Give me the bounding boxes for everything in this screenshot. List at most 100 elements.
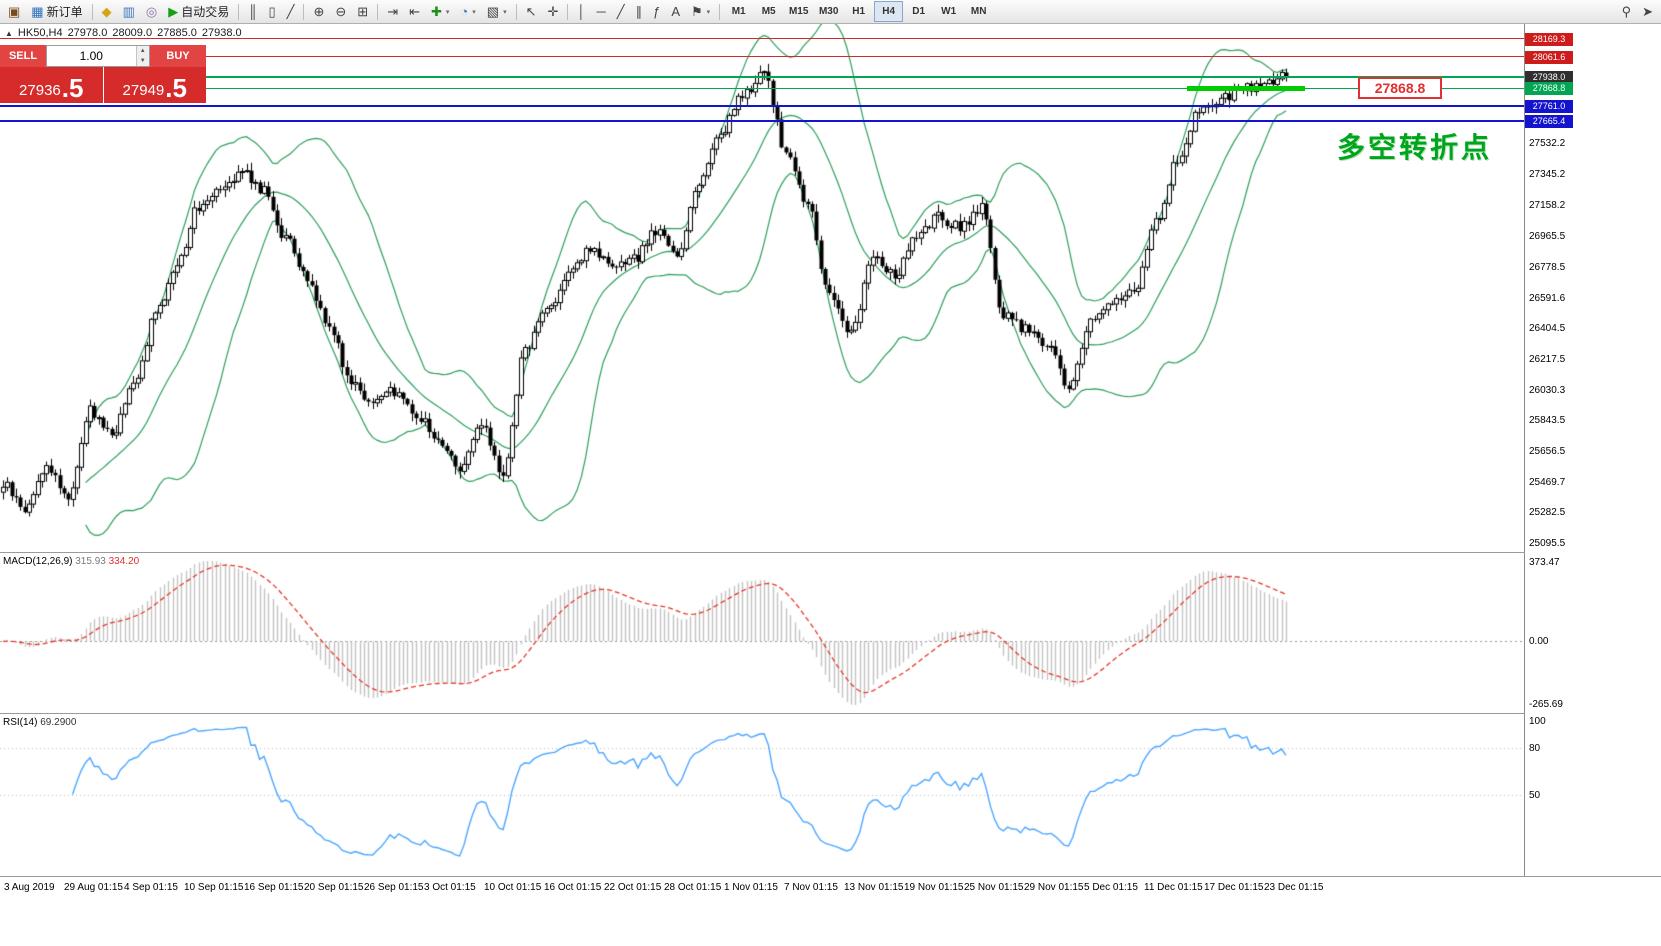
cursor-icon: ↖ [525, 4, 537, 19]
macd-main-value: 315.93 [75, 556, 106, 567]
horizontal-line-icon[interactable]: ─ [592, 1, 611, 23]
auto-scroll-icon[interactable]: ⇥ [382, 1, 403, 23]
chart-shift-icon[interactable]: ⇤ [404, 1, 425, 23]
rsi-canvas[interactable] [0, 714, 1524, 876]
vertical-line-icon[interactable]: │ [572, 1, 590, 23]
price-axis[interactable]: 27532.2 27345.2 27158.2 26965.5 26778.5 26591… [1525, 24, 1661, 876]
main-chart[interactable] [0, 24, 1524, 552]
zoom-out-icon: ⊖ [335, 4, 347, 19]
time-label: 10 Oct 01:15 [484, 882, 542, 893]
time-label: 7 Nov 01:15 [784, 882, 838, 893]
cycles-icon[interactable]: ◔ ▾ [455, 1, 480, 23]
volume-input[interactable] [47, 46, 136, 66]
indicators-icon[interactable]: ✚ ▾ [426, 1, 454, 23]
price-axis-label: 25843.5 [1529, 415, 1566, 427]
templates-icon[interactable]: ▧ ▾ [482, 1, 512, 23]
channel-icon[interactable]: ∥ [631, 1, 648, 23]
candlestick-chart-icon[interactable]: ▯ [263, 1, 280, 23]
timeframe-h1[interactable]: H1 [852, 6, 866, 17]
arrow-objects-icon[interactable]: ⚑ ▾ [686, 1, 715, 23]
search-icon: ⚲ [1621, 4, 1632, 19]
buy-price-pips: .5 [165, 72, 187, 103]
line-chart-icon: ╱ [286, 4, 295, 19]
rsi-name: RSI(14) [3, 717, 38, 728]
new-order-button-label: 新订单 [46, 5, 83, 19]
time-label: 25 Nov 01:15 [964, 882, 1024, 893]
time-label: 20 Sep 01:15 [304, 882, 364, 893]
price-tag: 28169.3 [1525, 32, 1573, 46]
pointer-icon: ➤ [1642, 4, 1653, 19]
timeframe-m5[interactable]: M5 [761, 6, 776, 17]
data-window-icon[interactable]: ▥ [118, 1, 140, 23]
new-order-button[interactable]: ▦ 新订单 [26, 1, 87, 23]
text-label-icon[interactable]: A [666, 1, 685, 23]
buy-button[interactable]: BUY [150, 45, 206, 67]
rsi-panel[interactable] [0, 714, 1524, 876]
search-icon[interactable]: ⚲ [1617, 1, 1637, 23]
price-axis-label: 26217.5 [1529, 353, 1566, 365]
time-label: 10 Sep 01:15 [184, 882, 244, 893]
navigator-icon[interactable]: ◎ [141, 1, 162, 23]
chart-header: ▲ HK50,H4 27978.0 28009.0 27885.0 27938.… [5, 27, 242, 39]
macd-panel[interactable] [0, 553, 1524, 713]
axis-border [1524, 24, 1525, 899]
support-segment-line[interactable] [1187, 85, 1305, 91]
time-label: 11 Dec 01:15 [1144, 882, 1203, 893]
timeframe-w1[interactable]: W1 [941, 6, 957, 17]
crosshair-icon[interactable]: ✛ [543, 1, 564, 23]
toolbar-separator [303, 3, 305, 20]
timeframe-d1[interactable]: D1 [912, 6, 926, 17]
timeframe-m30[interactable]: M30 [818, 6, 839, 17]
fibonacci-icon[interactable]: ƒ [648, 1, 665, 23]
crosshair-icon: ✛ [547, 4, 559, 19]
macd-canvas[interactable] [0, 553, 1524, 713]
price-tag: 27938.0 [1525, 70, 1573, 84]
volume-box: ▲ ▼ [46, 45, 150, 67]
zoom-out-icon[interactable]: ⊖ [330, 1, 351, 23]
price-axis-label: 25469.7 [1529, 476, 1566, 488]
chart-close-value: 27938.0 [201, 27, 242, 39]
chevron-down-icon: ▾ [503, 8, 507, 16]
chart-open-value: 27978.0 [67, 27, 108, 39]
volume-up-button[interactable]: ▲ [136, 46, 149, 56]
line-chart-icon[interactable]: ╱ [282, 1, 300, 23]
auto-trading-button[interactable]: ▶ 自动交易 [163, 1, 234, 23]
sell-price-button[interactable]: 27936 .5 [0, 67, 103, 103]
chart-window-icon: ▣ [8, 4, 21, 19]
pointer-icon[interactable]: ➤ [1637, 1, 1658, 23]
price-axis-label: 26030.3 [1529, 384, 1566, 396]
buy-price-button[interactable]: 27949 .5 [103, 67, 206, 103]
timeframe-m1[interactable]: M1 [731, 6, 746, 17]
timeframe-mn[interactable]: MN [970, 6, 987, 17]
chart-symbol-period: HK50,H4 [17, 27, 63, 39]
market-watch-icon[interactable]: ◆ [97, 1, 117, 23]
rsi-axis-100: 100 [1529, 716, 1546, 727]
zoom-in-icon[interactable]: ⊕ [308, 1, 329, 23]
turning-point-text[interactable]: 多空转折点 [1337, 132, 1493, 163]
timeframe-h4[interactable]: H4 [874, 1, 904, 22]
time-axis[interactable]: 3 Aug 2019 29 Aug 01:15 4 Sep 01:15 10 Sep … [0, 877, 1661, 899]
time-label: 1 Nov 01:15 [724, 882, 778, 893]
cursor-icon[interactable]: ↖ [521, 1, 542, 23]
time-label: 17 Dec 01:15 [1204, 882, 1264, 893]
templates-icon: ▧ [486, 4, 500, 19]
chart-window-icon[interactable]: ▣ [3, 1, 25, 23]
rsi-axis-50: 50 [1529, 790, 1541, 801]
trendline-icon[interactable]: ╱ [612, 1, 630, 23]
time-label: 29 Nov 01:15 [1024, 882, 1084, 893]
volume-down-button[interactable]: ▼ [136, 56, 149, 66]
data-window-icon: ▥ [122, 4, 135, 19]
tile-windows-icon[interactable]: ⊞ [352, 1, 373, 23]
chevron-down-icon: ▾ [706, 8, 711, 16]
price-annotation-label[interactable]: 27868.8 [1358, 77, 1442, 100]
sell-button[interactable]: SELL [0, 45, 46, 67]
horizontal-line-icon: ─ [596, 4, 606, 19]
bar-chart-icon[interactable]: ║ [243, 1, 262, 23]
price-tag: 27761.0 [1525, 99, 1573, 113]
time-label: 16 Sep 01:15 [244, 882, 304, 893]
timeframe-m15[interactable]: M15 [788, 6, 809, 17]
buy-price-main: 27949 [122, 81, 165, 99]
time-label: 3 Aug 2019 [4, 882, 55, 893]
main-chart-canvas[interactable] [0, 24, 1524, 552]
chevron-down-icon: ▾ [445, 8, 450, 16]
